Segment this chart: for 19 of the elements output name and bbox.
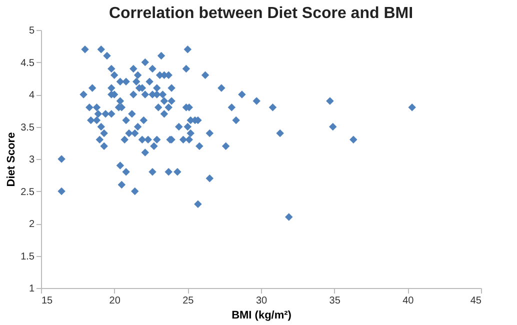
y-tick-label: 2 [28,219,35,230]
x-tick-label: 15 [42,296,54,306]
x-tick-label: 40 [402,296,414,306]
y-tick-label: 2.5 [20,186,35,198]
x-tick-label: 35 [329,296,341,306]
y-tick-label: 3 [28,154,35,166]
y-tick-label: 4.5 [20,58,35,69]
y-tick-label: 3.5 [20,122,35,134]
x-axis-title: BMI (kg/m²) [232,310,292,322]
x-tick-label: 20 [109,296,121,306]
x-tick-label: 30 [256,296,268,306]
y-tick-label: 5 [28,26,35,36]
y-axis-title: Diet Score [6,132,18,187]
chart-title: Correlation between Diet Score and BMI [108,5,414,22]
y-tick-label: 1.5 [20,251,35,262]
y-tick-label: 1 [28,284,35,294]
x-tick-label: 45 [470,296,482,306]
y-tick-label: 4 [28,90,35,101]
x-tick-label: 25 [182,296,194,306]
